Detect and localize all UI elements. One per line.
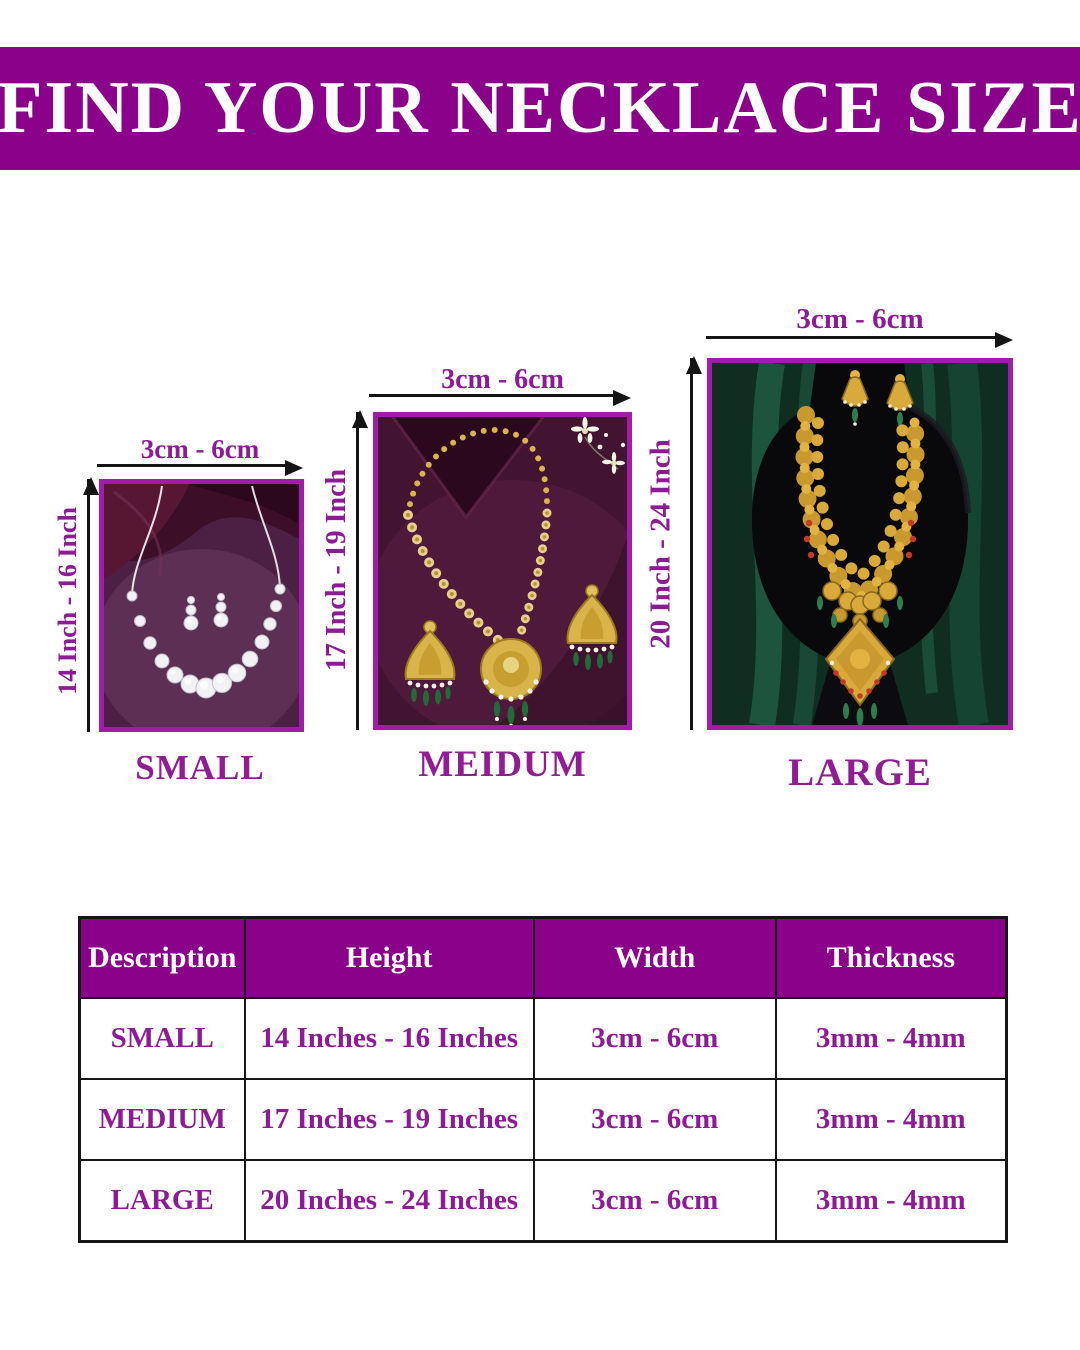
small-size-name: SMALL: [135, 748, 265, 787]
cell-width: 3cm - 6cm: [532, 1078, 777, 1161]
cell-thickness: 3mm - 4mm: [774, 997, 1008, 1080]
cell-width: 3cm - 6cm: [532, 997, 777, 1080]
temple-pendant: [824, 617, 896, 725]
silver-necklace-illustration: [104, 484, 299, 727]
large-width-arrow: [706, 332, 1013, 348]
large-necklace-photo: [707, 358, 1013, 730]
pendant: [480, 638, 542, 725]
cell-description: MEDIUM: [78, 1078, 246, 1161]
medium-width-dimension-label: 3cm - 6cm: [441, 364, 564, 395]
cell-width: 3cm - 6cm: [532, 1159, 777, 1243]
medium-necklace-photo: [373, 412, 632, 730]
coral-accents: [803, 519, 917, 559]
medium-height-arrow: [352, 410, 368, 730]
cell-description: SMALL: [78, 997, 246, 1080]
medium-height-dimension-label: 17 Inch - 19 Inch: [321, 468, 352, 672]
cell-description: LARGE: [78, 1159, 246, 1243]
medium-width-arrow: [369, 390, 631, 406]
cell-height: 20 Inches - 24 Inches: [243, 1159, 535, 1243]
small-height-arrow: [83, 477, 99, 732]
large-height-arrow: [686, 356, 702, 730]
table-row-small: SMALL 14 Inches - 16 Inches 3cm - 6cm 3m…: [78, 997, 1008, 1080]
header-banner: FIND YOUR NECKLACE SIZE: [0, 47, 1080, 170]
small-width-dimension-label: 3cm - 6cm: [140, 434, 260, 464]
table-row-medium: MEDIUM 17 Inches - 19 Inches 3cm - 6cm 3…: [78, 1078, 1008, 1161]
cell-thickness: 3mm - 4mm: [774, 1078, 1008, 1161]
col-header-height: Height: [243, 916, 535, 999]
small-height-dimension-label: 14 Inch - 16 Inch: [53, 507, 82, 695]
table-header-row: Description Height Width Thickness: [78, 916, 1008, 999]
page-title: FIND YOUR NECKLACE SIZE: [0, 67, 1080, 149]
large-size-name: LARGE: [788, 751, 932, 794]
white-flowers: [571, 417, 626, 474]
large-width-dimension-label: 3cm - 6cm: [796, 303, 924, 335]
cell-height: 17 Inches - 19 Inches: [243, 1078, 535, 1161]
gold-necklace-illustration: [378, 417, 627, 725]
small-necklace-photo: [99, 479, 304, 732]
large-height-dimension-label: 20 Inch - 24 Inch: [644, 439, 677, 649]
col-header-description: Description: [78, 916, 246, 999]
table-row-large: LARGE 20 Inches - 24 Inches 3cm - 6cm 3m…: [78, 1159, 1008, 1243]
col-header-thickness: Thickness: [774, 916, 1008, 999]
cell-thickness: 3mm - 4mm: [774, 1159, 1008, 1243]
gold-temple-necklace-illustration: [712, 363, 1008, 725]
small-width-arrow: [97, 460, 303, 476]
size-chart-table: Description Height Width Thickness SMALL…: [78, 916, 1008, 1243]
col-header-width: Width: [532, 916, 777, 999]
medium-size-name: MEIDUM: [418, 744, 587, 785]
cell-height: 14 Inches - 16 Inches: [243, 997, 535, 1080]
earring: [404, 620, 456, 706]
